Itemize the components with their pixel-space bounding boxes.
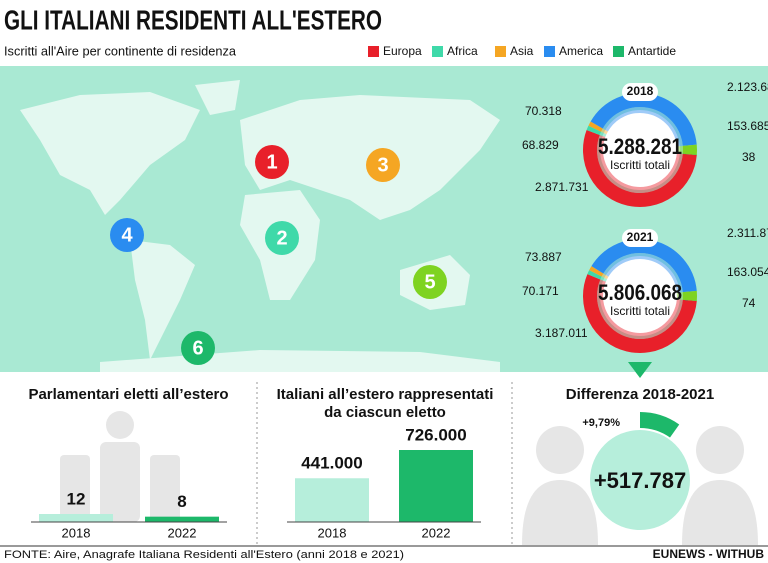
value-label: 2.871.731 <box>535 180 589 194</box>
gauge <box>639 412 680 438</box>
value-label: 73.887 <box>525 250 562 264</box>
silhouettes <box>60 411 758 545</box>
value-label: 153.685 <box>727 119 768 133</box>
value-label: 2.311.871 <box>727 226 768 240</box>
donut-segment <box>589 266 604 277</box>
bar-value: 441.000 <box>301 454 362 473</box>
legend-swatch <box>432 46 443 57</box>
difference-value: +517.787 <box>594 468 686 493</box>
donut-segment <box>586 125 602 136</box>
bar <box>39 514 113 522</box>
donut-segment <box>588 121 603 132</box>
marker-label: 5 <box>424 271 435 293</box>
map-marker <box>255 145 289 179</box>
donut-total: 5.806.068 <box>598 280 682 305</box>
legend-label: Europa <box>383 44 422 58</box>
value-label: 163.054 <box>727 265 768 279</box>
donut-total-text: Iscritti totali <box>610 304 670 318</box>
value-label: 68.829 <box>522 138 559 152</box>
chart-title: Parlamentari eletti all’estero <box>28 386 229 403</box>
year-pill <box>622 83 658 101</box>
donut-inner <box>601 128 608 135</box>
chart-title: Italiani all’estero rappresentati da cia… <box>276 386 494 421</box>
title: GLI ITALIANI RESIDENTI ALL'ESTERO <box>4 4 382 35</box>
map-marker <box>413 265 447 299</box>
donut-total-text: Iscritti totali <box>610 158 670 172</box>
bar <box>145 516 219 522</box>
x-tick-label: 2018 <box>62 525 91 540</box>
difference-percent: +9,79% <box>582 417 620 429</box>
value-label: 3.187.011 <box>535 326 588 340</box>
legend-swatch <box>544 46 555 57</box>
bar-value: 12 <box>67 489 86 508</box>
donut-total: 5.288.281 <box>598 134 682 159</box>
donut-inner <box>603 253 683 293</box>
x-tick-label: 2022 <box>168 525 197 540</box>
donut-segment <box>583 274 697 353</box>
map-marker <box>265 221 299 255</box>
legend-label: Asia <box>510 44 534 58</box>
legend-swatch <box>495 46 506 57</box>
legend-swatch <box>613 46 624 57</box>
arrow <box>628 362 652 378</box>
donut-inner <box>602 107 683 147</box>
marker-label: 3 <box>377 154 388 176</box>
donut-year: 2021 <box>627 230 654 244</box>
donut-segment <box>591 239 697 293</box>
donut-segment <box>587 270 602 280</box>
donut-year: 2018 <box>627 84 654 98</box>
difference-circle <box>590 430 690 530</box>
difference-title: Differenza 2018-2021 <box>565 386 715 403</box>
bar-value: 8 <box>177 492 186 511</box>
donut-center <box>600 256 680 336</box>
donut-segment <box>590 93 697 147</box>
value-label: 70.318 <box>525 104 562 118</box>
donut-center <box>600 110 680 190</box>
year-pill <box>622 229 658 247</box>
bar-value: 726.000 <box>405 425 466 444</box>
value-label: 70.171 <box>522 284 559 298</box>
donut-inner <box>599 131 607 138</box>
donut-inner <box>601 273 609 280</box>
legend-label: Africa <box>447 44 478 58</box>
value-label: 74 <box>742 296 756 310</box>
marker-label: 1 <box>266 151 277 173</box>
marker-label: 2 <box>276 227 287 249</box>
map-marker <box>366 148 400 182</box>
x-tick-label: 2018 <box>318 525 347 540</box>
source: FONTE: Aire, Anagrafe Italiana Residenti… <box>4 549 404 561</box>
donut-inner <box>597 279 683 339</box>
bar <box>295 478 369 522</box>
value-label: 38 <box>742 150 756 164</box>
legend-label: Antartide <box>628 44 676 58</box>
legend-label: America <box>559 44 603 58</box>
donut-inner <box>600 276 608 282</box>
marker-label: 4 <box>121 224 133 246</box>
map-marker <box>110 218 144 252</box>
brand: EUNEWS - WITHUB <box>653 547 765 561</box>
bar <box>399 450 473 522</box>
donut-segment <box>583 130 697 207</box>
marker-label: 6 <box>192 337 203 359</box>
value-label: 2.123.680 <box>727 80 768 94</box>
x-tick-label: 2022 <box>422 525 451 540</box>
subtitle: Iscritti all'Aire per continente di resi… <box>4 43 237 58</box>
legend-swatch <box>368 46 379 57</box>
map-marker <box>181 331 215 365</box>
donut-inner <box>597 134 683 193</box>
